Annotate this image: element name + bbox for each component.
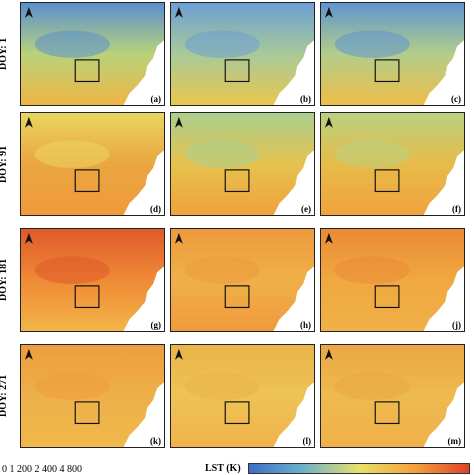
north-arrow-icon	[324, 348, 333, 360]
panel-label: (f)	[452, 204, 461, 214]
panel-label: (j)	[452, 320, 461, 330]
map-panel: (a)	[20, 2, 165, 106]
plateau-region	[34, 372, 110, 400]
north-arrow-icon	[324, 6, 333, 18]
plateau-region	[34, 30, 110, 58]
lst-map	[321, 3, 464, 105]
panel-label: (m)	[447, 436, 462, 446]
plateau-region	[334, 372, 410, 400]
north-arrow-icon	[24, 116, 33, 128]
panel-label: (b)	[300, 94, 311, 104]
plateau-region	[184, 372, 260, 400]
map-panel: (f)	[320, 112, 465, 216]
panel-label: (g)	[150, 320, 162, 330]
north-arrow-icon	[174, 232, 183, 244]
study-area-box	[374, 169, 400, 193]
study-area-box	[374, 285, 400, 309]
north-arrow-icon	[174, 116, 183, 128]
plateau-region	[34, 256, 110, 284]
north-arrow-icon	[324, 116, 333, 128]
study-area-box	[224, 59, 250, 83]
study-area-box	[74, 59, 100, 83]
study-area-box	[74, 169, 100, 193]
panel-label: (h)	[300, 320, 311, 330]
panel-label: (c)	[451, 94, 461, 104]
plateau-region	[184, 30, 260, 58]
panel-label: (d)	[150, 204, 161, 214]
panel-label: (a)	[150, 94, 162, 104]
scale-bar-labels: 0 1 200 2 400 4 800	[2, 464, 82, 475]
map-panel: (l)	[170, 344, 315, 448]
plateau-region	[334, 30, 410, 58]
lst-map	[321, 229, 464, 331]
lst-map	[21, 113, 164, 215]
lst-map	[321, 345, 464, 447]
study-area-box	[74, 401, 100, 425]
map-panel: (b)	[170, 2, 315, 106]
lst-map	[171, 345, 314, 447]
map-panel: (m)	[320, 344, 465, 448]
lst-map	[171, 229, 314, 331]
north-arrow-icon	[24, 232, 33, 244]
lst-map	[171, 113, 314, 215]
map-panel: (g)	[20, 228, 165, 332]
north-arrow-icon	[174, 6, 183, 18]
north-arrow-icon	[324, 232, 333, 244]
lst-map	[171, 3, 314, 105]
map-panel: (c)	[320, 2, 465, 106]
panel-label: (l)	[302, 436, 312, 446]
north-arrow-icon	[24, 348, 33, 360]
colorbar	[248, 463, 470, 474]
panel-label: (k)	[150, 436, 161, 446]
plateau-region	[34, 140, 110, 168]
lst-map	[21, 3, 164, 105]
study-area-box	[374, 59, 400, 83]
map-panel: (d)	[20, 112, 165, 216]
study-area-box	[374, 401, 400, 425]
lst-map	[21, 345, 164, 447]
plateau-region	[334, 140, 410, 168]
plateau-region	[184, 140, 260, 168]
map-panel: (e)	[170, 112, 315, 216]
panel-label: (e)	[301, 204, 311, 214]
north-arrow-icon	[24, 6, 33, 18]
row-label: DOY: 91	[0, 145, 9, 183]
map-panel: (j)	[320, 228, 465, 332]
row-label: DOY: 271	[0, 374, 9, 418]
study-area-box	[224, 169, 250, 193]
north-arrow-icon	[174, 348, 183, 360]
row-label: DOY: 181	[0, 258, 9, 302]
lst-map	[321, 113, 464, 215]
study-area-box	[224, 285, 250, 309]
map-panel: (h)	[170, 228, 315, 332]
plateau-region	[334, 256, 410, 284]
study-area-box	[224, 401, 250, 425]
row-label: DOY: 1	[0, 37, 9, 71]
lst-map	[21, 229, 164, 331]
plateau-region	[184, 256, 260, 284]
map-panel: (k)	[20, 344, 165, 448]
colorbar-title: LST (K)	[205, 463, 241, 474]
study-area-box	[74, 285, 100, 309]
